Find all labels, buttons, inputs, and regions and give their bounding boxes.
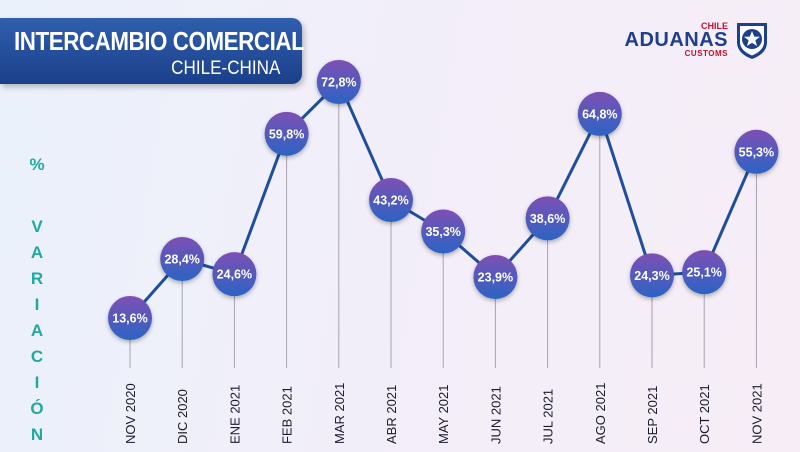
x-tick-label: FEB 2021 xyxy=(280,386,295,444)
data-point: 24,3% xyxy=(630,253,674,298)
data-label: 38,6% xyxy=(530,212,565,226)
data-point: 64,8% xyxy=(577,91,622,136)
data-point: 38,6% xyxy=(525,196,570,241)
data-point: 55,3% xyxy=(734,129,779,174)
data-marker xyxy=(421,209,466,254)
x-tick-label: ABR 2021 xyxy=(384,385,399,444)
x-tick-label: NOV 2020 xyxy=(123,383,138,444)
data-label: 35,3% xyxy=(425,225,460,239)
data-label: 13,6% xyxy=(112,312,147,326)
data-point: 23,9% xyxy=(473,254,518,299)
logo-name: ADUANAS xyxy=(624,29,728,51)
data-marker xyxy=(316,60,361,104)
data-point: 59,8% xyxy=(264,111,309,156)
x-tick-label: SEP 2021 xyxy=(645,386,660,444)
data-marker xyxy=(577,91,622,136)
data-marker xyxy=(682,250,727,295)
chart-subtitle: CHILE-CHINA xyxy=(170,58,280,79)
x-tick-label: MAY 2021 xyxy=(436,384,451,444)
data-label: 24,3% xyxy=(634,269,669,283)
data-marker xyxy=(473,254,518,299)
title-banner: INTERCAMBIO COMERCIAL CHILE-CHINA xyxy=(0,18,305,84)
data-label: 72,8% xyxy=(321,76,356,90)
data-label: 43,2% xyxy=(373,194,408,208)
data-marker xyxy=(734,129,779,174)
data-point: 13,6% xyxy=(108,296,152,340)
data-point: 28,4% xyxy=(160,237,205,281)
data-marker xyxy=(160,237,205,281)
data-label: 28,4% xyxy=(164,253,199,267)
data-point: 43,2% xyxy=(369,178,413,222)
shield-star-icon xyxy=(737,23,767,59)
data-label: 64,8% xyxy=(582,107,617,121)
x-tick-label: MAR 2021 xyxy=(332,383,347,444)
data-point: 25,1% xyxy=(682,250,727,295)
x-tick-label: JUL 2021 xyxy=(541,389,556,444)
x-tick-label: JUN 2021 xyxy=(488,386,503,444)
x-tick-label: NOV 2021 xyxy=(749,383,764,444)
x-tick-label: DIC 2020 xyxy=(175,389,190,444)
x-tick-label: OCT 2021 xyxy=(697,384,712,444)
data-marker xyxy=(264,111,309,156)
data-label: 59,8% xyxy=(269,127,304,141)
logo-sub: CUSTOMS xyxy=(684,49,728,58)
data-label: 55,3% xyxy=(739,145,774,159)
data-marker xyxy=(108,296,152,340)
x-tick-label: ENE 2021 xyxy=(227,385,242,444)
data-label: 25,1% xyxy=(686,266,721,280)
data-marker xyxy=(630,253,674,298)
data-marker xyxy=(369,178,413,222)
aduanas-logo: CHILE ADUANAS CUSTOMS xyxy=(620,20,770,60)
data-point: 24,6% xyxy=(212,252,257,297)
data-marker xyxy=(212,252,257,297)
data-label: 24,6% xyxy=(217,268,252,282)
x-tick-label: AGO 2021 xyxy=(593,383,608,444)
data-marker xyxy=(525,196,570,241)
data-label: 23,9% xyxy=(478,270,513,284)
data-point: 72,8% xyxy=(316,60,361,104)
chart-title: INTERCAMBIO COMERCIAL xyxy=(14,26,305,56)
data-point: 35,3% xyxy=(421,209,466,254)
logo-country: CHILE xyxy=(701,21,728,31)
